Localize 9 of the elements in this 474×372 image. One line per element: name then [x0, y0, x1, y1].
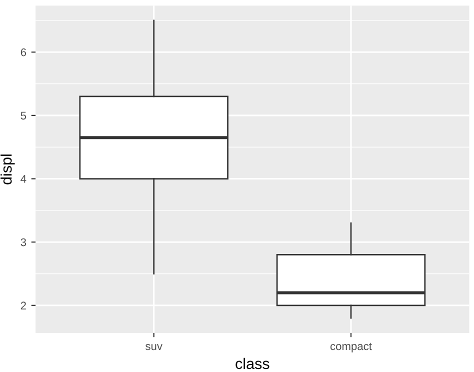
y-axis-title: displ	[0, 154, 15, 184]
x-tick-label: compact	[330, 342, 372, 352]
x-axis-title: class	[236, 358, 270, 370]
y-tick-label: 2	[20, 302, 26, 310]
y-tick-label: 6	[20, 48, 26, 56]
y-tick-label: 5	[20, 112, 26, 120]
y-tick-label: 3	[20, 238, 26, 246]
x-tick-label: suv	[146, 344, 162, 350]
y-tick-label: 4	[20, 175, 26, 183]
